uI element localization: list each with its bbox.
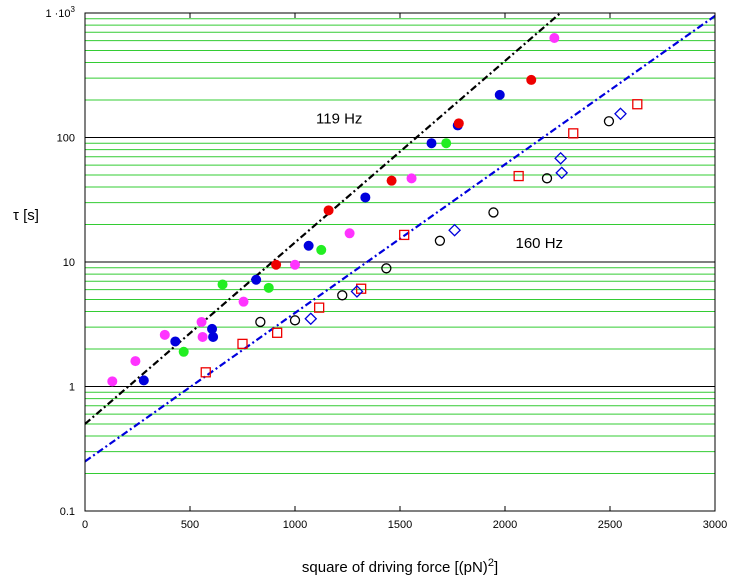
data-point-filled-circle xyxy=(170,336,180,346)
data-point-open-circle xyxy=(256,317,265,326)
x-axis-label: square of driving force [(pN)2] xyxy=(302,557,498,576)
data-point-filled-circle xyxy=(271,260,281,270)
y-tick-label-sup: 3 xyxy=(71,5,76,14)
y-axis-label: τ [s] xyxy=(13,207,39,224)
data-point-open-diamond xyxy=(555,153,566,164)
data-point-open-diamond xyxy=(449,225,460,236)
annotation-label: 160 Hz xyxy=(516,235,564,252)
data-point-open-diamond xyxy=(615,108,626,119)
data-point-open-square xyxy=(315,303,324,312)
x-axis-label-end: ] xyxy=(494,559,498,576)
data-point-filled-circle xyxy=(179,347,189,357)
data-point-filled-circle xyxy=(454,118,464,128)
x-tick-label: 2500 xyxy=(598,519,622,531)
data-point-filled-circle xyxy=(387,176,397,186)
y-tick-label: 0.1 xyxy=(60,506,75,518)
data-point-filled-circle xyxy=(324,205,334,215)
data-point-filled-circle xyxy=(304,241,314,251)
data-point-open-square xyxy=(633,100,642,109)
x-axis-label-main: square of driving force [(pN) xyxy=(302,559,488,576)
data-point-filled-circle xyxy=(549,33,559,43)
data-point-filled-circle xyxy=(218,279,228,289)
data-point-filled-circle xyxy=(208,332,218,342)
x-tick-label: 500 xyxy=(181,519,199,531)
data-point-filled-circle xyxy=(239,297,249,307)
data-point-open-diamond xyxy=(556,167,567,178)
data-point-filled-circle xyxy=(107,376,117,386)
data-point-filled-circle xyxy=(264,283,274,293)
data-point-filled-circle xyxy=(197,317,207,327)
data-point-filled-circle xyxy=(407,173,417,183)
data-point-open-square xyxy=(273,328,282,337)
data-point-filled-circle xyxy=(160,330,170,340)
data-point-open-circle xyxy=(291,316,300,325)
x-tick-label: 2000 xyxy=(493,519,517,531)
x-tick-label: 1500 xyxy=(388,519,412,531)
data-point-filled-circle xyxy=(290,260,300,270)
data-point-filled-circle xyxy=(427,138,437,148)
data-point-filled-circle xyxy=(139,375,149,385)
y-tick-label: 1 xyxy=(69,382,75,394)
data-point-open-circle xyxy=(489,208,498,217)
data-point-open-circle xyxy=(382,264,391,273)
y-tick-label: 1 ·103 xyxy=(45,5,75,20)
y-tick-label-base: 1 ·10 xyxy=(45,8,70,20)
data-point-open-square xyxy=(514,172,523,181)
annotation-label: 119 Hz xyxy=(316,110,362,127)
data-point-filled-circle xyxy=(360,192,370,202)
data-point-filled-circle xyxy=(345,228,355,238)
y-tick-label: 10 xyxy=(63,257,75,269)
x-tick-label: 1000 xyxy=(283,519,307,531)
data-point-filled-circle xyxy=(495,90,505,100)
data-point-filled-circle xyxy=(316,245,326,255)
data-point-open-circle xyxy=(435,236,444,245)
data-point-open-square xyxy=(201,368,210,377)
data-point-filled-circle xyxy=(198,332,208,342)
data-point-filled-circle xyxy=(130,356,140,366)
data-point-filled-circle xyxy=(251,275,261,285)
fit-line xyxy=(85,0,715,424)
y-tick-label: 100 xyxy=(57,133,75,145)
data-point-open-circle xyxy=(338,291,347,300)
data-point-open-diamond xyxy=(305,313,316,324)
data-point-open-square xyxy=(569,129,578,138)
data-point-open-circle xyxy=(604,117,613,126)
data-point-filled-circle xyxy=(441,138,451,148)
x-tick-label: 0 xyxy=(82,519,88,531)
x-tick-label: 3000 xyxy=(703,519,727,531)
data-point-filled-circle xyxy=(526,75,536,85)
data-markers xyxy=(107,33,642,386)
grid xyxy=(85,19,715,474)
